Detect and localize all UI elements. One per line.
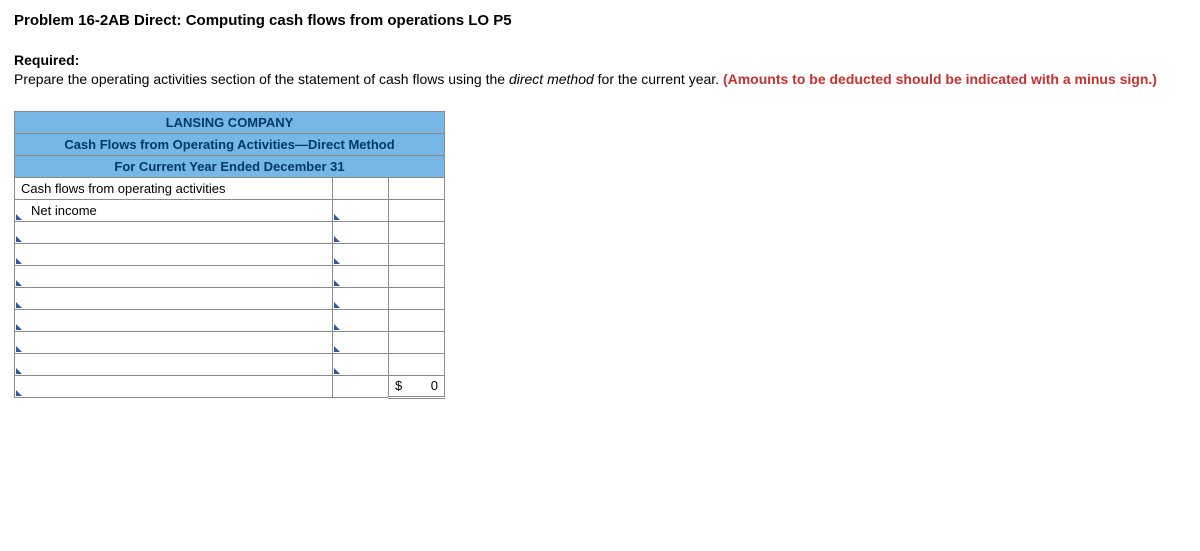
dropdown-icon <box>334 324 340 330</box>
row-blank-7-dropdown[interactable] <box>15 353 333 375</box>
dropdown-icon <box>16 390 22 396</box>
row-blank-7-amt2[interactable] <box>389 353 445 375</box>
dropdown-icon <box>334 258 340 264</box>
table-header-company: LANSING COMPANY <box>15 111 445 133</box>
row-blank-7-amt1[interactable] <box>333 353 389 375</box>
dropdown-icon <box>334 214 340 220</box>
required-text-pre: Prepare the operating activities section… <box>14 71 509 87</box>
dropdown-icon <box>334 302 340 308</box>
total-currency-symbol: $ <box>395 378 402 393</box>
dropdown-icon <box>16 302 22 308</box>
row-blank-5-amt2[interactable] <box>389 309 445 331</box>
problem-title: Problem 16-2AB Direct: Computing cash fl… <box>14 12 1186 29</box>
row-blank-2-amt2[interactable] <box>389 243 445 265</box>
dropdown-icon <box>16 346 22 352</box>
row-blank-6-amt1[interactable] <box>333 331 389 353</box>
dropdown-icon <box>16 324 22 330</box>
dropdown-icon <box>334 368 340 374</box>
row-blank-1-amt2[interactable] <box>389 221 445 243</box>
total-value: 0 <box>431 378 438 393</box>
row-total-amt1[interactable] <box>333 375 389 397</box>
dropdown-icon <box>16 258 22 264</box>
row-netincome-amt2[interactable] <box>389 199 445 221</box>
row-activities-amt2[interactable] <box>389 177 445 199</box>
row-blank-6-amt2[interactable] <box>389 331 445 353</box>
row-blank-5-dropdown[interactable] <box>15 309 333 331</box>
cashflows-table: LANSING COMPANY Cash Flows from Operatin… <box>14 111 445 399</box>
required-text-red: (Amounts to be deducted should be indica… <box>723 71 1157 87</box>
dropdown-icon <box>16 280 22 286</box>
row-blank-2-dropdown[interactable] <box>15 243 333 265</box>
required-text-italic: direct method <box>509 71 594 87</box>
row-activities-amt1[interactable] <box>333 177 389 199</box>
row-blank-6-dropdown[interactable] <box>15 331 333 353</box>
row-blank-3-amt1[interactable] <box>333 265 389 287</box>
row-blank-4-amt2[interactable] <box>389 287 445 309</box>
row-netincome-dropdown[interactable]: Net income <box>15 199 333 221</box>
dropdown-icon <box>16 214 22 220</box>
dropdown-icon <box>334 346 340 352</box>
required-block: Required: Prepare the operating activiti… <box>14 51 1186 89</box>
dropdown-icon <box>16 368 22 374</box>
row-blank-1-amt1[interactable] <box>333 221 389 243</box>
row-blank-5-amt1[interactable] <box>333 309 389 331</box>
row-blank-3-dropdown[interactable] <box>15 265 333 287</box>
row-blank-4-dropdown[interactable] <box>15 287 333 309</box>
required-label: Required: <box>14 52 79 68</box>
table-header-period: For Current Year Ended December 31 <box>15 155 445 177</box>
table-header-subtitle: Cash Flows from Operating Activities—Dir… <box>15 133 445 155</box>
row-total-amt2: $ 0 <box>389 375 445 397</box>
row-activities-label: Cash flows from operating activities <box>15 177 333 199</box>
row-blank-1-dropdown[interactable] <box>15 221 333 243</box>
dropdown-icon <box>16 236 22 242</box>
dropdown-icon <box>334 280 340 286</box>
dropdown-icon <box>334 236 340 242</box>
row-netincome-label: Net income <box>31 203 97 218</box>
row-blank-4-amt1[interactable] <box>333 287 389 309</box>
row-netincome-amt1[interactable] <box>333 199 389 221</box>
row-blank-2-amt1[interactable] <box>333 243 389 265</box>
required-text-post: for the current year. <box>594 71 723 87</box>
row-total-dropdown[interactable] <box>15 375 333 397</box>
row-blank-3-amt2[interactable] <box>389 265 445 287</box>
